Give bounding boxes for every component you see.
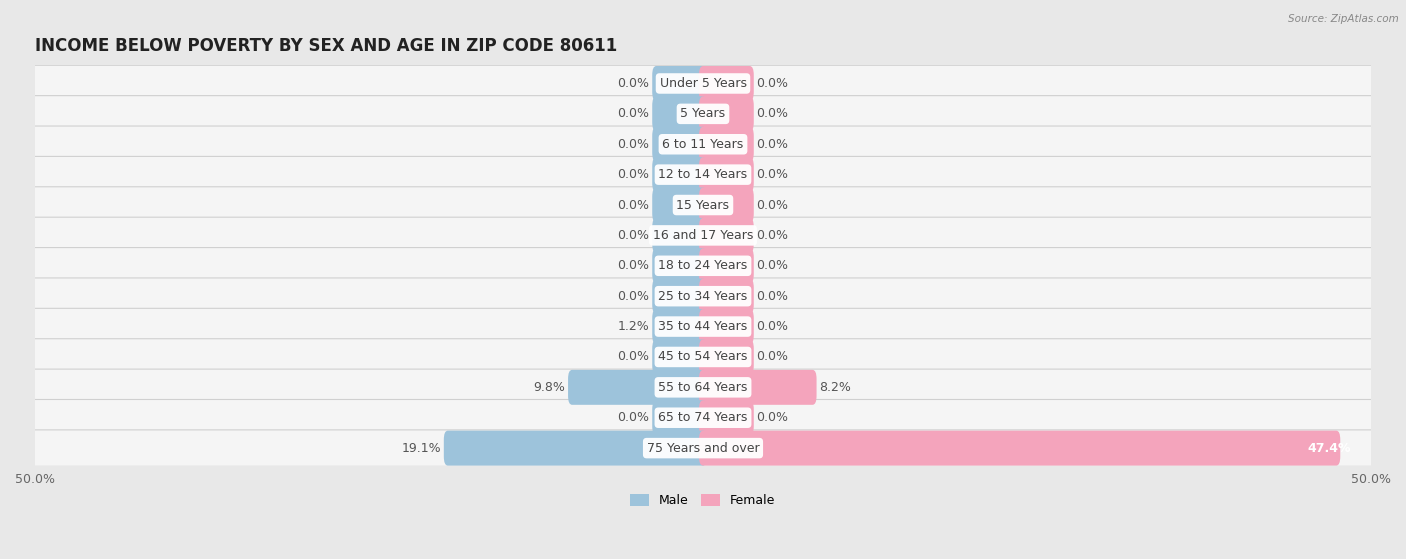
FancyBboxPatch shape [699,400,754,435]
Text: 12 to 14 Years: 12 to 14 Years [658,168,748,181]
Text: 0.0%: 0.0% [617,77,650,90]
Text: 0.0%: 0.0% [756,411,789,424]
FancyBboxPatch shape [27,157,1379,193]
Text: 0.0%: 0.0% [756,138,789,151]
Text: 75 Years and over: 75 Years and over [647,442,759,454]
Text: 0.0%: 0.0% [756,198,789,211]
Text: 0.0%: 0.0% [756,77,789,90]
Text: 0.0%: 0.0% [617,290,650,302]
Text: 0.0%: 0.0% [617,350,650,363]
FancyBboxPatch shape [652,96,707,131]
FancyBboxPatch shape [27,65,1379,102]
Text: 0.0%: 0.0% [756,168,789,181]
FancyBboxPatch shape [27,126,1379,163]
FancyBboxPatch shape [652,309,707,344]
FancyBboxPatch shape [699,96,754,131]
Text: 18 to 24 Years: 18 to 24 Years [658,259,748,272]
FancyBboxPatch shape [27,96,1379,132]
Text: Source: ZipAtlas.com: Source: ZipAtlas.com [1288,14,1399,24]
Text: 16 and 17 Years: 16 and 17 Years [652,229,754,242]
Text: 8.2%: 8.2% [820,381,851,394]
Text: 0.0%: 0.0% [617,198,650,211]
FancyBboxPatch shape [27,217,1379,254]
FancyBboxPatch shape [699,157,754,192]
Text: 0.0%: 0.0% [756,259,789,272]
Text: 0.0%: 0.0% [756,229,789,242]
Text: 5 Years: 5 Years [681,107,725,120]
FancyBboxPatch shape [699,218,754,253]
Text: 19.1%: 19.1% [402,442,441,454]
Text: 9.8%: 9.8% [533,381,565,394]
Text: Under 5 Years: Under 5 Years [659,77,747,90]
Text: 0.0%: 0.0% [617,107,650,120]
FancyBboxPatch shape [652,157,707,192]
FancyBboxPatch shape [652,279,707,314]
FancyBboxPatch shape [652,127,707,162]
Text: 0.0%: 0.0% [617,168,650,181]
Text: 47.4%: 47.4% [1308,442,1351,454]
FancyBboxPatch shape [652,66,707,101]
Text: 0.0%: 0.0% [617,138,650,151]
FancyBboxPatch shape [27,430,1379,466]
FancyBboxPatch shape [27,248,1379,284]
FancyBboxPatch shape [568,370,707,405]
FancyBboxPatch shape [652,218,707,253]
Text: 1.2%: 1.2% [617,320,650,333]
Text: 25 to 34 Years: 25 to 34 Years [658,290,748,302]
FancyBboxPatch shape [699,430,1340,466]
Text: 0.0%: 0.0% [756,290,789,302]
FancyBboxPatch shape [699,339,754,375]
Text: 0.0%: 0.0% [617,229,650,242]
FancyBboxPatch shape [699,309,754,344]
Text: 55 to 64 Years: 55 to 64 Years [658,381,748,394]
Text: 0.0%: 0.0% [756,350,789,363]
FancyBboxPatch shape [27,187,1379,223]
FancyBboxPatch shape [652,248,707,283]
FancyBboxPatch shape [27,309,1379,345]
FancyBboxPatch shape [27,369,1379,406]
FancyBboxPatch shape [699,248,754,283]
FancyBboxPatch shape [27,339,1379,375]
Text: 65 to 74 Years: 65 to 74 Years [658,411,748,424]
FancyBboxPatch shape [27,278,1379,314]
FancyBboxPatch shape [652,400,707,435]
Text: 0.0%: 0.0% [756,107,789,120]
FancyBboxPatch shape [699,66,754,101]
Text: 6 to 11 Years: 6 to 11 Years [662,138,744,151]
FancyBboxPatch shape [652,339,707,375]
Legend: Male, Female: Male, Female [626,489,780,512]
FancyBboxPatch shape [699,127,754,162]
Text: 0.0%: 0.0% [617,259,650,272]
FancyBboxPatch shape [699,279,754,314]
FancyBboxPatch shape [699,370,817,405]
FancyBboxPatch shape [444,430,707,466]
FancyBboxPatch shape [652,188,707,222]
Text: 15 Years: 15 Years [676,198,730,211]
Text: INCOME BELOW POVERTY BY SEX AND AGE IN ZIP CODE 80611: INCOME BELOW POVERTY BY SEX AND AGE IN Z… [35,37,617,55]
Text: 0.0%: 0.0% [617,411,650,424]
FancyBboxPatch shape [699,188,754,222]
Text: 45 to 54 Years: 45 to 54 Years [658,350,748,363]
Text: 0.0%: 0.0% [756,320,789,333]
FancyBboxPatch shape [27,400,1379,436]
Text: 35 to 44 Years: 35 to 44 Years [658,320,748,333]
